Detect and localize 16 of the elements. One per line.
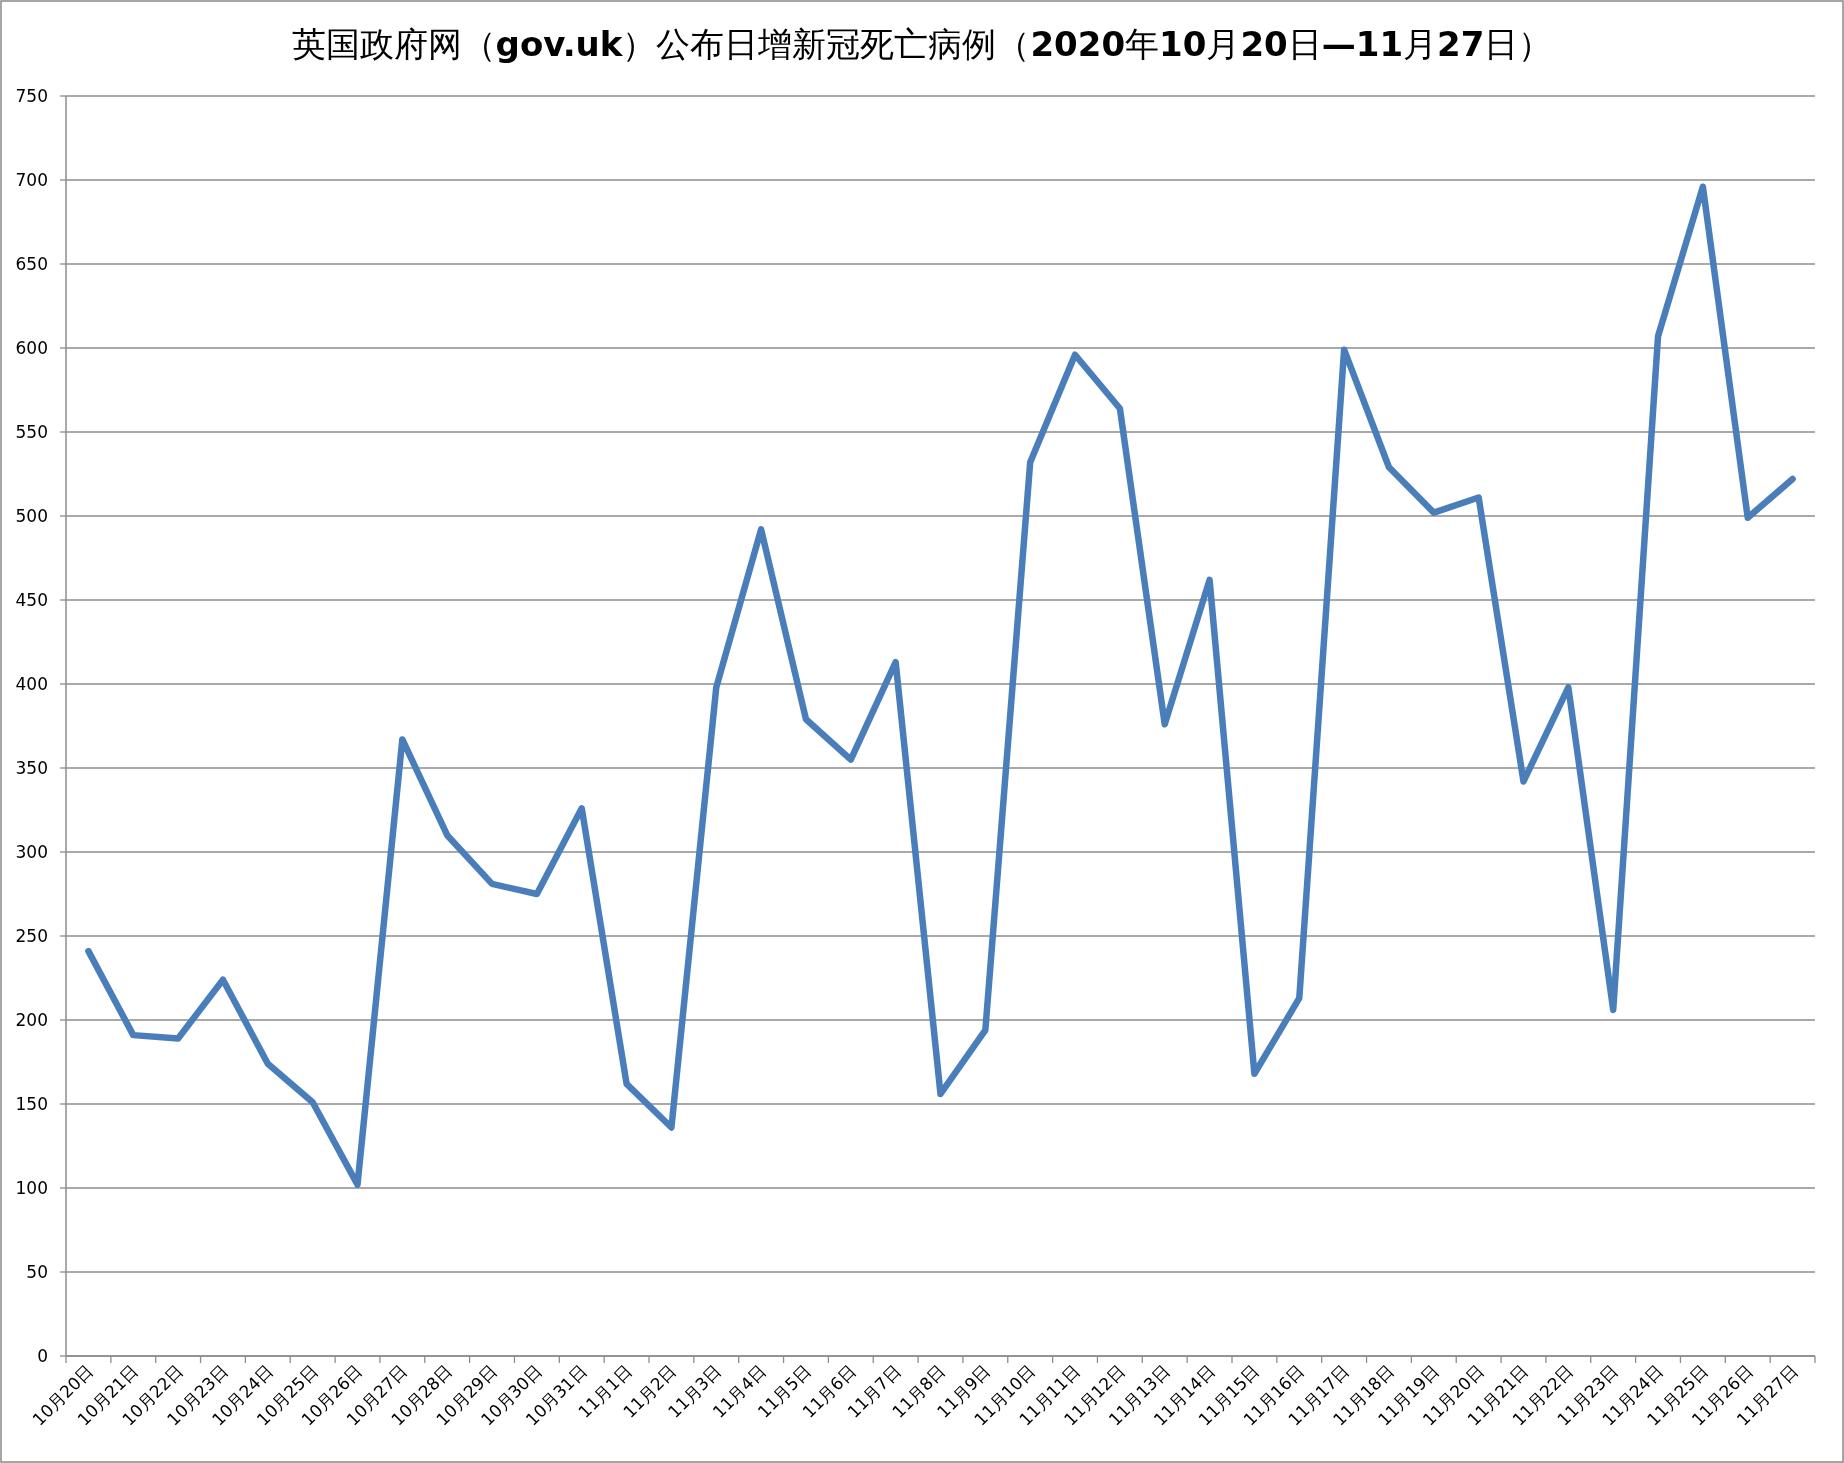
y-tick-label: 400 [15,674,48,694]
y-tick-label: 150 [15,1094,48,1114]
y-tick-label: 50 [26,1262,48,1282]
y-tick-label: 700 [15,170,48,190]
y-tick-label: 750 [15,86,48,106]
y-tick-label: 600 [15,338,48,358]
y-tick-label: 0 [37,1346,48,1366]
y-tick-label: 500 [15,506,48,526]
y-tick-label: 300 [15,842,48,862]
y-tick-label: 450 [15,590,48,610]
y-tick-label: 100 [15,1178,48,1198]
y-tick-label: 250 [15,926,48,946]
y-tick-label: 200 [15,1010,48,1030]
y-tick-label: 650 [15,254,48,274]
y-tick-label: 350 [15,758,48,778]
y-tick-label: 550 [15,422,48,442]
